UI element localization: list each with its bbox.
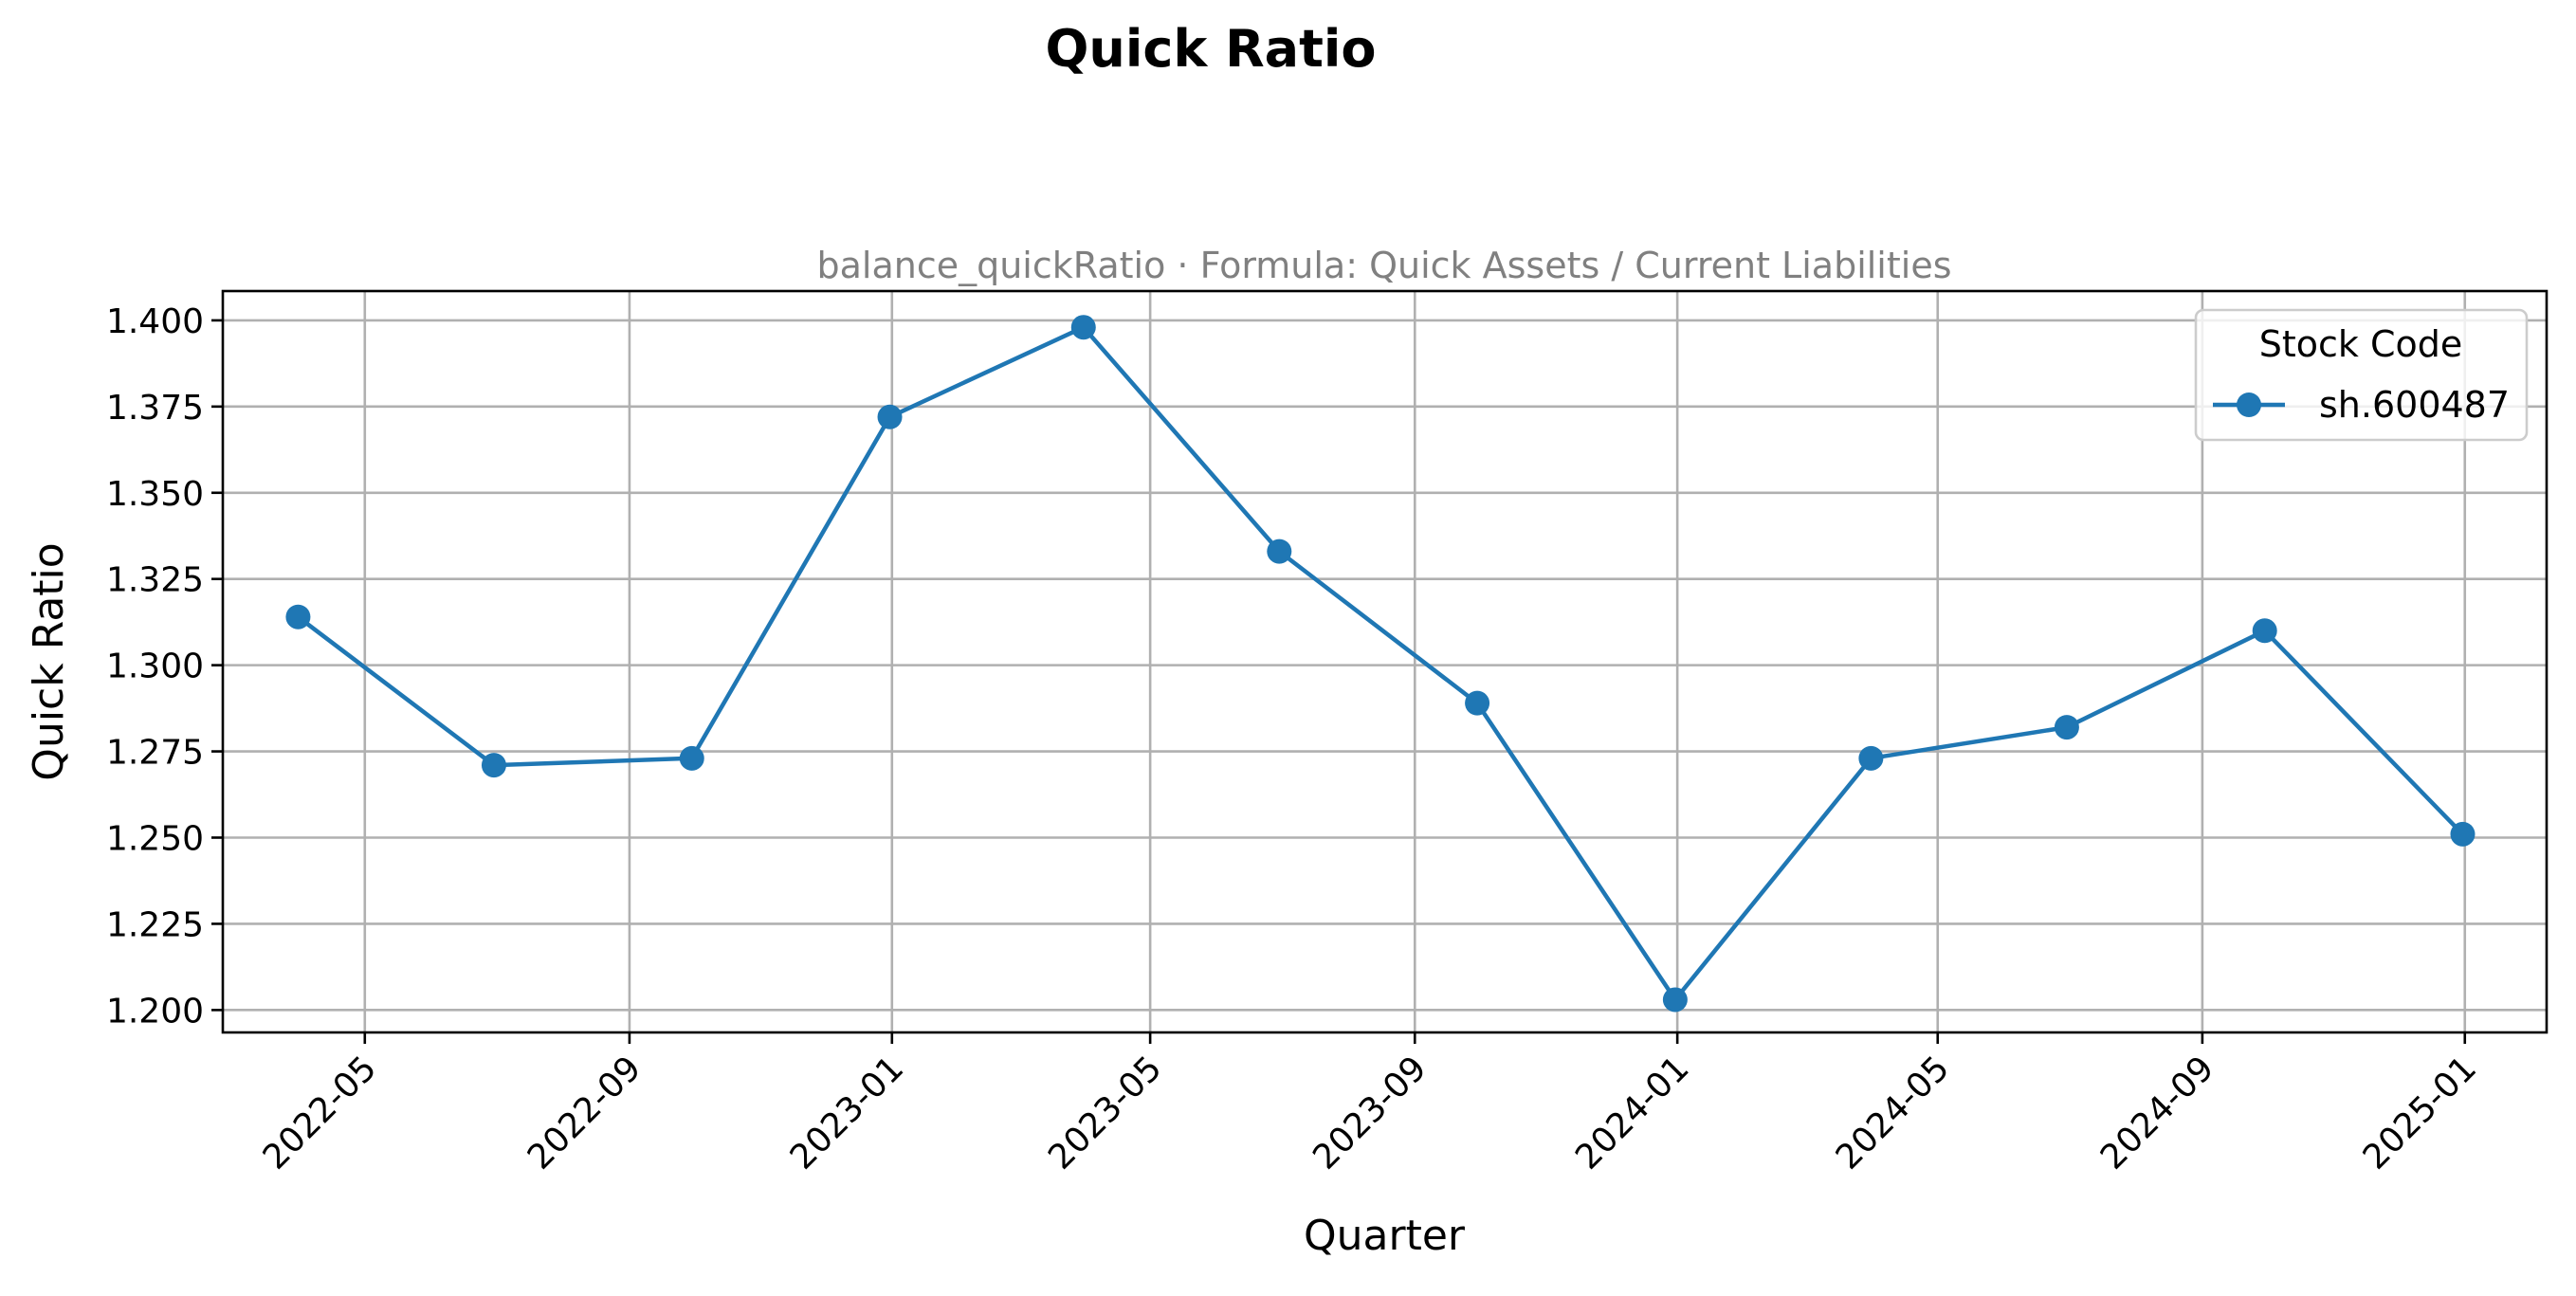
legend-series-label: sh.600487: [2319, 384, 2510, 426]
y-tick-label: 1.250: [106, 819, 204, 858]
data-point: [1267, 538, 1292, 564]
legend: Stock Code sh.600487: [2194, 308, 2529, 442]
chart-subtitle: balance_quickRatio · Formula: Quick Asse…: [817, 245, 1952, 286]
data-point: [2252, 618, 2277, 644]
series-layer: [285, 315, 2476, 1013]
y-tick-label: 1.225: [106, 905, 204, 944]
series-line: [297, 324, 2465, 1002]
y-axis-ticks: 1.200 1.225 1.250 1.275 1.300 1.325 1.350 1.375…: [106, 302, 223, 1031]
data-point: [1858, 745, 1884, 771]
y-tick-label: 1.375: [106, 389, 204, 428]
data-point: [679, 745, 704, 771]
data-point: [877, 404, 903, 429]
data-point: [481, 753, 506, 778]
legend-box: [2194, 308, 2529, 442]
x-axis-label: Quarter: [1304, 1212, 1466, 1260]
data-point: [2054, 715, 2079, 740]
y-tick-label: 1.300: [106, 648, 204, 686]
plot-frame: [221, 289, 2549, 1034]
y-tick-label: 1.400: [106, 302, 204, 341]
legend-marker-swatch: [2237, 392, 2261, 417]
chart-title: Quick Ratio: [1045, 19, 1376, 79]
y-axis-label: Quick Ratio: [25, 542, 73, 780]
data-point: [285, 604, 311, 630]
data-point: [1465, 690, 1490, 716]
y-tick-label: 1.275: [106, 734, 204, 773]
data-point: [2450, 821, 2476, 847]
y-tick-label: 1.325: [106, 561, 204, 600]
data-point: [1070, 315, 1096, 340]
y-tick-label: 1.200: [106, 992, 204, 1031]
y-tick-label: 1.350: [106, 475, 204, 514]
data-point: [1662, 987, 1688, 1013]
legend-title: Stock Code: [2259, 323, 2463, 365]
